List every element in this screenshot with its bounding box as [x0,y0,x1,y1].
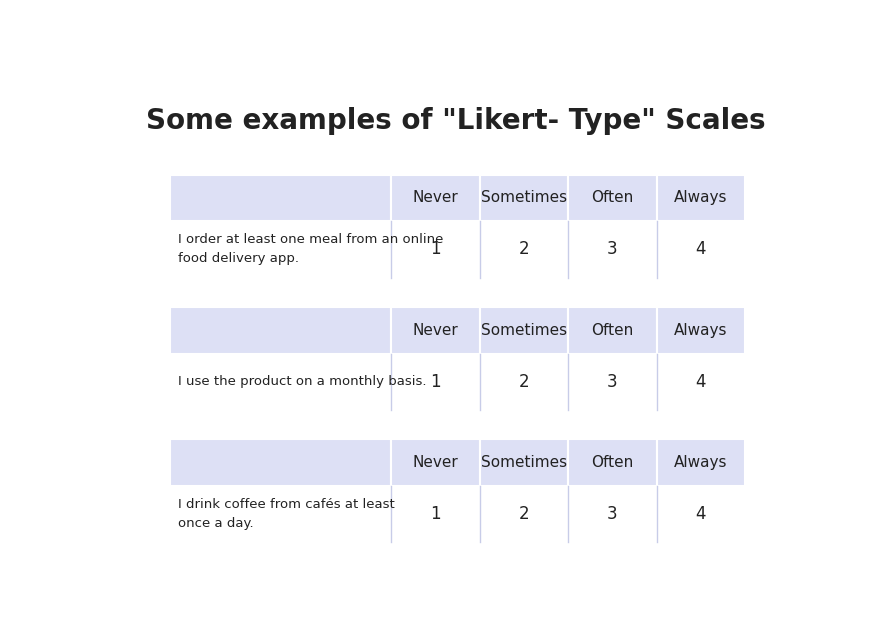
Text: 1: 1 [430,240,441,259]
Text: 2: 2 [518,505,529,523]
Text: 4: 4 [695,373,706,390]
Text: Always: Always [674,455,727,470]
Bar [657,307,745,354]
Text: I order at least one meal from an online
food delivery app.: I order at least one meal from an online… [178,233,444,266]
Bar [568,307,657,354]
Text: 1: 1 [430,373,441,390]
Text: Never: Never [412,190,458,205]
Text: 3: 3 [607,373,618,390]
Bar [170,175,391,221]
Bar [480,307,568,354]
Text: 2: 2 [518,373,529,390]
Text: Some examples of "Likert- Type" Scales: Some examples of "Likert- Type" Scales [146,106,765,134]
Text: Often: Often [591,323,634,338]
Text: 3: 3 [607,240,618,259]
Text: 2: 2 [518,240,529,259]
Bar [568,175,657,221]
Text: I drink coffee from cafés at least
once a day.: I drink coffee from cafés at least once … [178,498,395,530]
Text: Always: Always [674,323,727,338]
Text: I use the product on a monthly basis.: I use the product on a monthly basis. [178,375,427,389]
Text: Sometimes: Sometimes [481,190,567,205]
Text: 4: 4 [695,505,706,523]
Text: 3: 3 [607,505,618,523]
Bar [568,440,657,486]
Bar [391,175,480,221]
Text: Never: Never [412,455,458,470]
Bar [657,175,745,221]
Text: Always: Always [674,190,727,205]
Text: Never: Never [412,323,458,338]
Bar [480,440,568,486]
Text: Often: Often [591,190,634,205]
Bar [170,307,391,354]
Bar [170,440,391,486]
Bar [480,175,568,221]
Text: Sometimes: Sometimes [481,323,567,338]
Text: Often: Often [591,455,634,470]
Bar [657,440,745,486]
Bar [391,440,480,486]
Bar [391,307,480,354]
Text: 4: 4 [695,240,706,259]
Text: Sometimes: Sometimes [481,455,567,470]
Text: 1: 1 [430,505,441,523]
